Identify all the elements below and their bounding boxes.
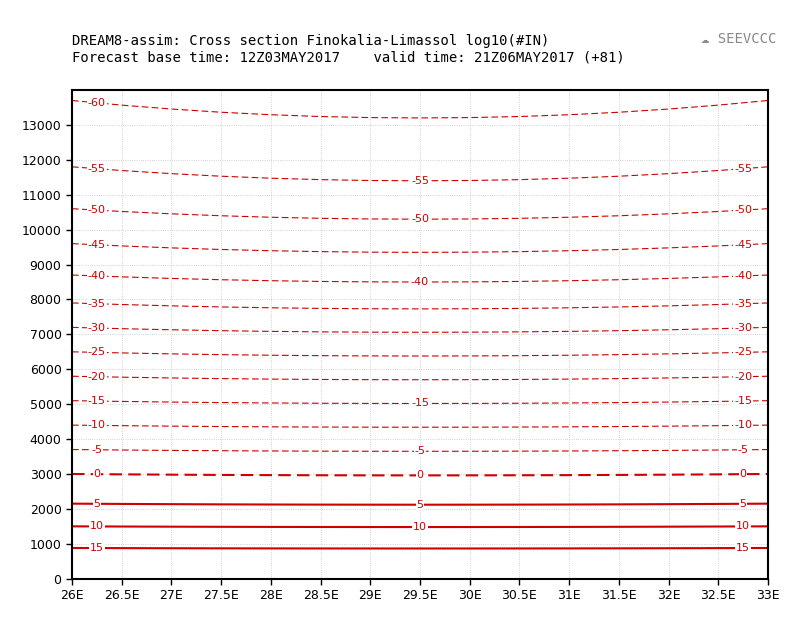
- Text: -25: -25: [734, 347, 752, 358]
- Text: -25: -25: [88, 347, 106, 358]
- Text: -55: -55: [88, 164, 106, 174]
- Text: -15: -15: [734, 396, 752, 406]
- Text: -30: -30: [88, 323, 106, 333]
- Text: ☁ SEEVCCC: ☁ SEEVCCC: [701, 32, 776, 46]
- Text: 10: 10: [90, 521, 104, 531]
- Text: -30: -30: [734, 323, 752, 333]
- Text: -40: -40: [411, 277, 429, 287]
- Text: -20: -20: [88, 372, 106, 382]
- Text: -5: -5: [738, 445, 749, 455]
- Text: -35: -35: [88, 299, 106, 309]
- Text: -10: -10: [88, 421, 106, 430]
- Text: 5: 5: [740, 499, 746, 509]
- Text: -55: -55: [411, 176, 429, 186]
- Text: 0: 0: [94, 469, 100, 479]
- Text: -50: -50: [411, 214, 429, 224]
- Text: 0: 0: [417, 471, 423, 480]
- Text: -45: -45: [734, 240, 752, 250]
- Text: -60: -60: [88, 98, 106, 108]
- Text: -5: -5: [414, 446, 426, 457]
- Text: -15: -15: [411, 399, 429, 408]
- Text: 10: 10: [413, 522, 427, 532]
- Text: -40: -40: [734, 271, 752, 281]
- Text: DREAM8-assim: Cross section Finokalia-Limassol log10(#IN)
Forecast base time: 12: DREAM8-assim: Cross section Finokalia-Li…: [72, 34, 625, 64]
- Text: -35: -35: [734, 299, 752, 309]
- Text: -50: -50: [88, 205, 106, 215]
- Text: 0: 0: [740, 469, 746, 479]
- Text: -55: -55: [734, 164, 752, 174]
- Text: -15: -15: [88, 396, 106, 406]
- Text: 15: 15: [90, 543, 104, 553]
- Text: -5: -5: [91, 445, 102, 455]
- Text: 15: 15: [736, 543, 750, 553]
- Text: -45: -45: [88, 240, 106, 250]
- Text: 10: 10: [736, 521, 750, 531]
- Text: -20: -20: [734, 372, 752, 382]
- Text: -40: -40: [88, 271, 106, 281]
- Text: 5: 5: [417, 500, 423, 510]
- Text: -50: -50: [734, 205, 752, 215]
- Text: 5: 5: [94, 499, 100, 509]
- Text: -10: -10: [734, 421, 752, 430]
